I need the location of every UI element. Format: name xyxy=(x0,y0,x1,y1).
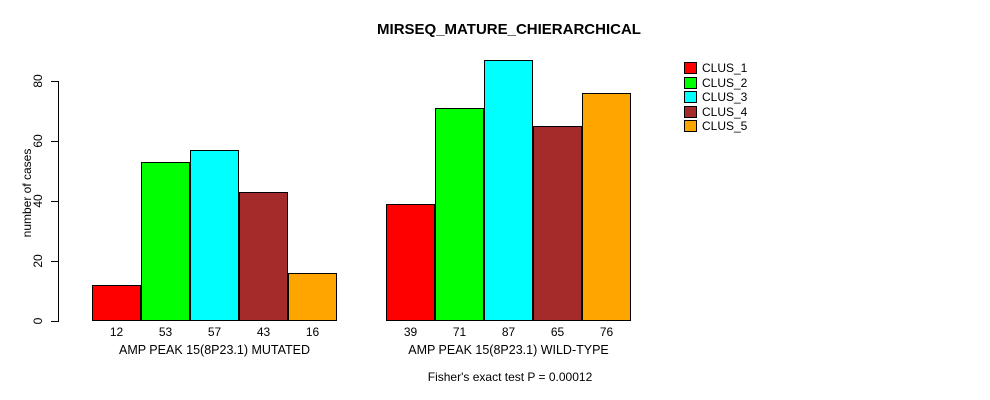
legend-swatch xyxy=(684,120,697,132)
bar-value-label: 71 xyxy=(452,325,467,339)
y-tick-label: 60 xyxy=(31,134,45,148)
group-label: AMP PEAK 15(8P23.1) MUTATED xyxy=(118,343,311,357)
bar-value-label: 16 xyxy=(305,325,320,339)
bar xyxy=(239,192,288,321)
bar-value-label: 87 xyxy=(501,325,516,339)
bar xyxy=(92,285,141,321)
legend-label: CLUS_3 xyxy=(702,90,748,104)
y-axis-line xyxy=(58,81,59,322)
bar-value-label: 65 xyxy=(550,325,565,339)
bar-value-label: 76 xyxy=(599,325,614,339)
group-label: AMP PEAK 15(8P23.1) WILD-TYPE xyxy=(408,343,609,357)
y-tick-mark xyxy=(51,201,58,202)
bar-value-label: 43 xyxy=(256,325,271,339)
bar-value-label: 53 xyxy=(158,325,173,339)
bar-value-label: 39 xyxy=(403,325,418,339)
bar xyxy=(288,273,337,321)
bar xyxy=(435,108,484,321)
bar-value-label: 12 xyxy=(109,325,124,339)
bar xyxy=(386,204,435,321)
y-tick-mark xyxy=(51,261,58,262)
legend-swatch xyxy=(684,91,697,103)
chart-title: MIRSEQ_MATURE_CHIERARCHICAL xyxy=(377,21,641,38)
y-axis-label: number of cases xyxy=(20,148,34,238)
footer-text: Fisher's exact test P = 0.00012 xyxy=(427,370,593,384)
legend-label: CLUS_1 xyxy=(702,61,748,75)
legend-label: CLUS_4 xyxy=(702,104,748,119)
legend-label: CLUS_5 xyxy=(702,119,748,133)
y-tick-mark xyxy=(51,81,58,82)
y-tick-label: 40 xyxy=(31,194,45,208)
bar xyxy=(582,93,631,321)
bar-value-label: 57 xyxy=(207,325,222,339)
y-tick-label: 20 xyxy=(31,254,45,268)
legend-swatch xyxy=(684,76,697,89)
legend-swatch xyxy=(684,105,697,118)
y-tick-mark xyxy=(51,321,58,322)
legend-label: CLUS_2 xyxy=(702,75,748,90)
y-tick-label: 0 xyxy=(31,317,45,325)
y-tick-mark xyxy=(51,141,58,142)
bar xyxy=(533,126,582,321)
bar xyxy=(484,60,533,321)
bar xyxy=(190,150,239,321)
bar xyxy=(141,162,190,321)
y-tick-label: 80 xyxy=(31,74,45,88)
legend-swatch xyxy=(684,62,697,74)
